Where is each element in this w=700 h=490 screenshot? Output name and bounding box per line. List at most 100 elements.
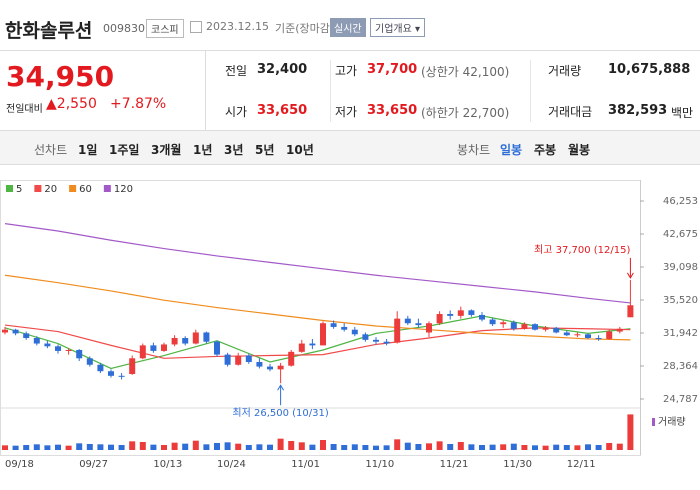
candle-body [108, 371, 114, 376]
volume-bar [500, 444, 507, 450]
volume-bar [108, 444, 114, 450]
annotation: 최저 26,500 (10/31) [232, 407, 328, 419]
candle-body [510, 322, 517, 329]
stat-label: 저가 [335, 105, 358, 119]
candle-body [267, 366, 273, 370]
change-label: 전일대비 [6, 104, 43, 115]
volume-bar [245, 445, 252, 450]
legend-label: 20 [44, 184, 57, 195]
candle-body [489, 319, 496, 325]
volume-bar [288, 441, 295, 450]
volume-label: 거래량 [658, 416, 686, 428]
volume-bar [447, 444, 454, 450]
change-value: 2,550 [56, 96, 97, 112]
volume-bar [479, 445, 485, 450]
candle-body [298, 343, 305, 352]
candle-body [542, 327, 549, 330]
candle-body [235, 355, 242, 365]
x-tick-label: 11/10 [365, 459, 394, 470]
basis: 기준(장마감) [275, 22, 335, 35]
y-tick-label: 35,520 [663, 295, 698, 306]
tab[interactable]: 10년 [286, 143, 314, 157]
date: 2023.12.15 [206, 20, 269, 33]
tab[interactable]: 5년 [255, 143, 275, 157]
change: ▲2,550 [46, 96, 97, 112]
candle-body [76, 349, 83, 359]
volume-bar [362, 445, 369, 450]
candle-body [192, 332, 199, 344]
volume-bar [224, 442, 231, 450]
stat-value: 10,675,888 [608, 62, 691, 77]
stat-label: 거래량 [548, 64, 582, 78]
volume-bar [532, 445, 538, 450]
x-tick-label: 11/21 [440, 459, 469, 470]
volume-bar [563, 445, 570, 450]
x-tick-label: 11/01 [291, 459, 320, 470]
volume-swatch [652, 418, 655, 426]
candle-body [404, 318, 411, 324]
volume-bar [553, 444, 560, 450]
change-rate: +7.87% [110, 96, 167, 112]
volume-bar [351, 444, 358, 450]
candle-body [351, 329, 358, 335]
volume-bar [76, 443, 83, 450]
stat-extra: (상한가 42,100) [421, 65, 510, 79]
candle-body [500, 322, 507, 325]
candle-body [606, 331, 613, 339]
tab[interactable]: 3년 [224, 143, 244, 157]
volume-bar [182, 443, 189, 450]
volume-bar [394, 439, 401, 450]
divider [330, 60, 331, 122]
volume-bar [118, 445, 125, 450]
candle-body [373, 339, 379, 342]
volume-bar [55, 444, 61, 450]
legend-label: 60 [79, 184, 92, 195]
volume-bar [436, 441, 443, 450]
ma-line [4, 274, 631, 341]
tab[interactable]: 월봉 [568, 143, 591, 157]
tab[interactable]: 3개월 [151, 143, 182, 157]
volume-bar [256, 444, 263, 450]
tab[interactable]: 1일 [78, 143, 98, 157]
candle-body [288, 351, 295, 366]
candle-body [86, 358, 93, 365]
stat-extra: 백만 [671, 106, 694, 120]
volume-bar [12, 445, 19, 450]
divider [205, 50, 206, 130]
arrow-head [277, 384, 285, 391]
candle-body [468, 310, 475, 315]
tab[interactable]: 일봉 [500, 143, 523, 157]
volume-bar [595, 445, 602, 450]
realtime-button[interactable]: 실시간 [330, 18, 366, 37]
ma-line [4, 223, 631, 304]
candle-body [330, 323, 337, 327]
tab[interactable]: 1주일 [109, 143, 140, 157]
x-tick-label: 09/27 [79, 459, 108, 470]
candle-body [55, 346, 61, 351]
candle-body [33, 338, 40, 344]
volume-bar [627, 414, 634, 450]
candle-body [457, 310, 464, 316]
volume-bar [457, 442, 464, 450]
y-tick-label: 42,675 [663, 229, 698, 240]
tab[interactable]: 1년 [193, 143, 213, 157]
volume-bar [214, 443, 220, 450]
volume-bar [44, 445, 51, 450]
volume-bar [277, 438, 284, 450]
x-tick-label: 11/30 [503, 459, 532, 470]
candle-body [595, 338, 602, 340]
candle-body [161, 344, 167, 351]
candle-body [574, 334, 581, 336]
overview-dropdown[interactable]: 기업개요 ▾ [370, 18, 426, 37]
x-tick-label: 12/11 [567, 459, 596, 470]
volume-bar [404, 442, 411, 450]
ma-line [4, 324, 631, 359]
stat-value: 33,650 [367, 103, 418, 118]
stock-name: 한화솔루션 [5, 20, 93, 42]
tab[interactable]: 주봉 [534, 143, 557, 157]
volume-bar [23, 445, 30, 450]
volume-bar [150, 444, 157, 450]
volume-bar [383, 445, 390, 450]
y-tick-label: 46,253 [663, 196, 698, 207]
